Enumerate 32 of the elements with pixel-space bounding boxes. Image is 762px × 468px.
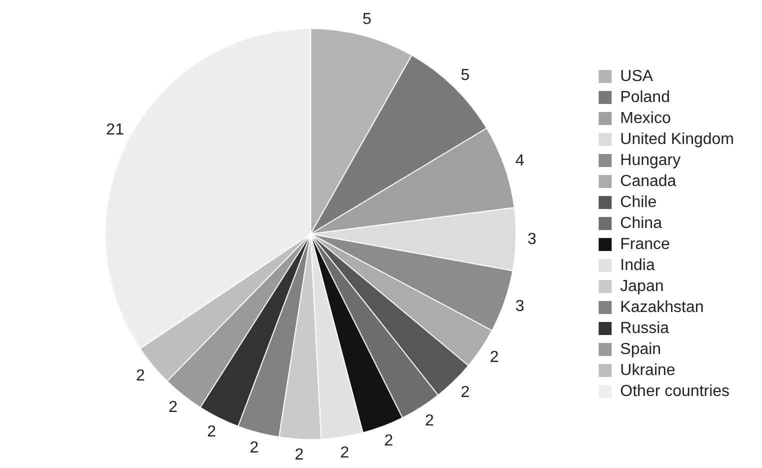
- legend-label: France: [620, 236, 670, 253]
- legend-label: Japan: [620, 278, 664, 295]
- data-label: 5: [460, 66, 470, 84]
- legend-label: Chile: [620, 194, 657, 211]
- legend-label: United Kingdom: [620, 130, 734, 148]
- legend-label: Other countries: [620, 382, 730, 400]
- data-label: 21: [106, 121, 124, 138]
- data-label: 2: [425, 412, 434, 430]
- legend-label: Spain: [620, 340, 662, 358]
- legend-label: Mexico: [620, 110, 671, 127]
- data-label: 2: [168, 399, 178, 416]
- data-label: 4: [515, 152, 524, 170]
- data-label: 3: [528, 231, 537, 248]
- data-label: 2: [136, 367, 146, 384]
- data-label: 2: [384, 432, 394, 450]
- legend-label: Hungary: [620, 152, 681, 169]
- data-label: 2: [207, 424, 216, 441]
- data-label: 2: [460, 384, 470, 402]
- data-label: 3: [515, 298, 524, 316]
- data-label: 2: [250, 440, 259, 457]
- legend-label: China: [620, 214, 662, 232]
- legend-label: Russia: [620, 320, 670, 337]
- legend-label: Poland: [620, 88, 670, 106]
- data-label: 2: [294, 446, 304, 464]
- legend-label: India: [620, 256, 655, 274]
- legend-label: Canada: [620, 172, 676, 190]
- data-label: 2: [340, 444, 350, 462]
- data-label: 5: [362, 11, 372, 28]
- legend-label: Ukraine: [620, 362, 676, 379]
- data-label: 2: [490, 349, 499, 366]
- legend-label: Kazakhstan: [620, 298, 704, 316]
- legend-label: USA: [620, 68, 654, 85]
